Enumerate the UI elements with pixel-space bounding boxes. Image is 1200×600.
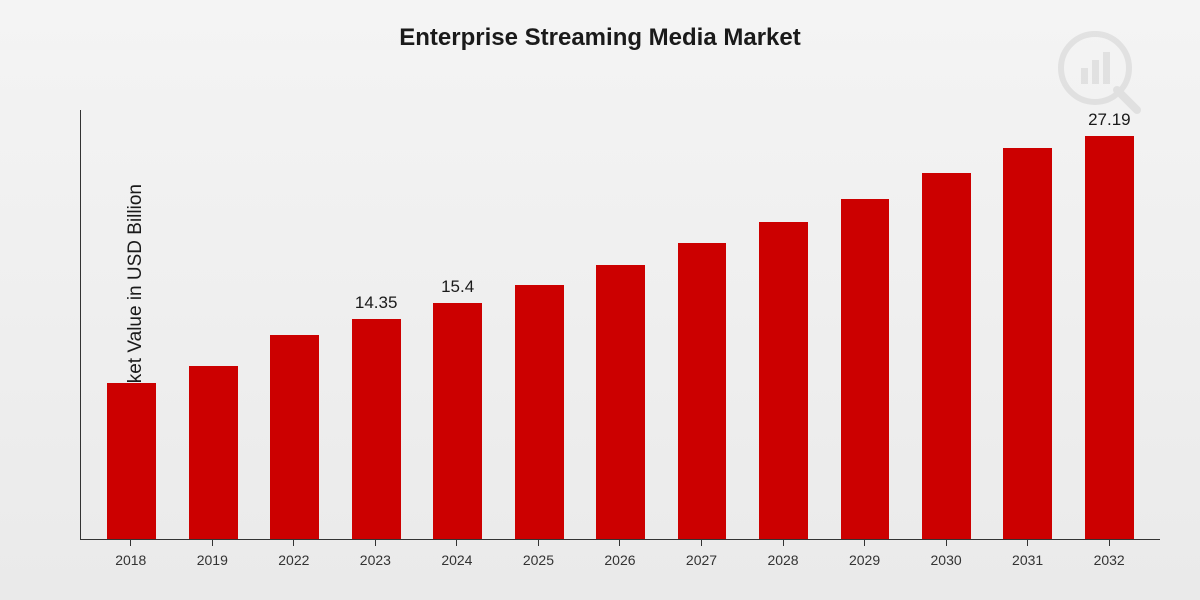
bar <box>596 265 645 539</box>
tick-mark <box>946 540 947 546</box>
bar <box>107 383 156 539</box>
bar-group <box>580 110 661 539</box>
x-tick: 2032 <box>1068 540 1150 600</box>
bar-value-label: 14.35 <box>355 293 398 313</box>
x-tick-label: 2031 <box>1012 552 1043 568</box>
bar <box>433 303 482 539</box>
chart-title: Enterprise Streaming Media Market <box>0 24 1200 52</box>
tick-mark <box>130 540 131 546</box>
tick-mark <box>619 540 620 546</box>
bar-value-label: 15.4 <box>441 277 474 297</box>
x-tick-label: 2032 <box>1094 552 1125 568</box>
x-tick-label: 2024 <box>441 552 472 568</box>
bar-group <box>743 110 824 539</box>
bar-group <box>91 110 172 539</box>
x-tick-label: 2018 <box>115 552 146 568</box>
bar <box>759 222 808 539</box>
x-tick-label: 2025 <box>523 552 554 568</box>
bar-group <box>906 110 987 539</box>
tick-mark <box>375 540 376 546</box>
x-tick-label: 2026 <box>604 552 635 568</box>
bar-group: 14.35 <box>335 110 416 539</box>
bar <box>352 319 401 539</box>
x-tick-label: 2027 <box>686 552 717 568</box>
x-tick: 2031 <box>987 540 1069 600</box>
bar <box>678 243 727 539</box>
bar <box>189 366 238 539</box>
bar <box>270 335 319 539</box>
x-tick: 2029 <box>824 540 906 600</box>
x-tick: 2019 <box>172 540 254 600</box>
tick-mark <box>538 540 539 546</box>
bar-value-label: 27.19 <box>1088 110 1131 130</box>
tick-mark <box>701 540 702 546</box>
bar-group: 27.19 <box>1069 110 1150 539</box>
x-tick-label: 2029 <box>849 552 880 568</box>
x-tick-label: 2019 <box>197 552 228 568</box>
bar-group <box>172 110 253 539</box>
x-tick: 2027 <box>661 540 743 600</box>
x-tick: 2023 <box>335 540 417 600</box>
x-tick: 2026 <box>579 540 661 600</box>
x-tick: 2018 <box>90 540 172 600</box>
tick-mark <box>1027 540 1028 546</box>
bar-group: 15.4 <box>417 110 498 539</box>
x-tick: 2030 <box>905 540 987 600</box>
tick-mark <box>293 540 294 546</box>
bar-group <box>498 110 579 539</box>
x-tick: 2022 <box>253 540 335 600</box>
tick-mark <box>212 540 213 546</box>
plot-area: 14.35 15.4 27.19 <box>80 110 1160 540</box>
bar <box>1003 148 1052 539</box>
x-tick-label: 2028 <box>767 552 798 568</box>
x-axis: 2018 2019 2022 2023 2024 2025 2026 2027 2028 2029… <box>80 540 1160 600</box>
bar <box>515 285 564 539</box>
tick-mark <box>864 540 865 546</box>
bar-group <box>661 110 742 539</box>
x-tick: 2025 <box>498 540 580 600</box>
tick-mark <box>1109 540 1110 546</box>
bars-container: 14.35 15.4 27.19 <box>81 110 1160 539</box>
tick-mark <box>783 540 784 546</box>
bar-group <box>254 110 335 539</box>
bar <box>1085 136 1134 539</box>
x-tick: 2028 <box>742 540 824 600</box>
bar <box>922 173 971 539</box>
bar-group <box>987 110 1068 539</box>
x-tick-label: 2022 <box>278 552 309 568</box>
x-tick-label: 2023 <box>360 552 391 568</box>
x-tick: 2024 <box>416 540 498 600</box>
bar <box>841 199 890 539</box>
tick-mark <box>456 540 457 546</box>
x-tick-label: 2030 <box>931 552 962 568</box>
bar-group <box>824 110 905 539</box>
